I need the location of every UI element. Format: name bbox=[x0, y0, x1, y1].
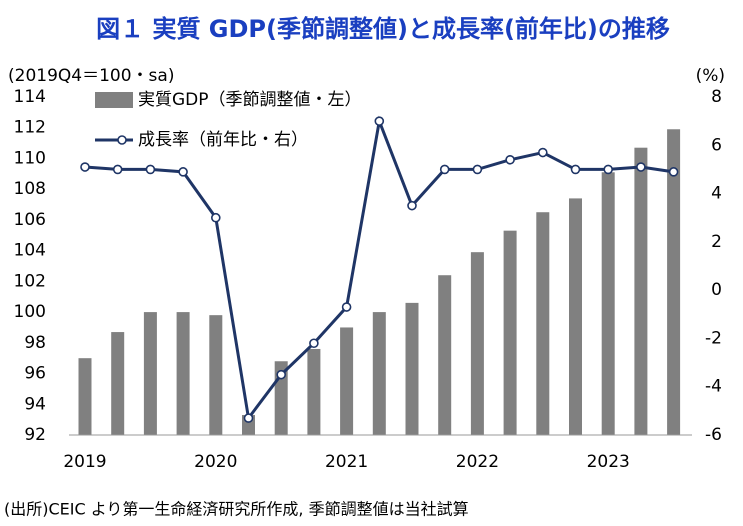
line-marker bbox=[341, 302, 352, 312]
line-marker bbox=[537, 147, 548, 158]
legend-label: 成長率（前年比・右） bbox=[138, 130, 308, 150]
legend-swatch bbox=[95, 92, 133, 108]
x-tick-label: 2023 bbox=[587, 452, 630, 472]
y2-tick-label: 2 bbox=[711, 232, 722, 252]
line-marker bbox=[472, 164, 483, 175]
bar bbox=[307, 348, 321, 435]
bar bbox=[438, 275, 452, 435]
y-tick-label: 98 bbox=[24, 333, 46, 353]
y-tick-label: 102 bbox=[14, 271, 46, 291]
line-marker bbox=[211, 212, 221, 223]
line-marker bbox=[636, 162, 646, 172]
line-marker bbox=[439, 164, 450, 175]
x-tick-label: 2021 bbox=[325, 452, 368, 472]
legend-marker bbox=[117, 135, 127, 145]
y2-tick-label: -6 bbox=[705, 425, 722, 445]
line-marker bbox=[243, 413, 254, 423]
bar bbox=[372, 312, 386, 435]
legend-label: 実質GDP（季節調整値・左） bbox=[138, 90, 362, 110]
line-marker bbox=[309, 338, 319, 349]
line-marker bbox=[145, 164, 156, 175]
line-marker bbox=[178, 167, 188, 177]
bar bbox=[209, 315, 223, 435]
y2-tick-label: -2 bbox=[705, 328, 722, 348]
y-tick-label: 108 bbox=[14, 179, 46, 199]
bar bbox=[634, 147, 648, 435]
line-marker bbox=[112, 164, 123, 175]
line-marker bbox=[80, 162, 90, 172]
y2-tick-label: -4 bbox=[705, 377, 722, 397]
line-marker bbox=[505, 154, 515, 165]
y2-tick-label: 0 bbox=[711, 280, 722, 300]
line-marker bbox=[276, 369, 287, 380]
line-marker bbox=[603, 164, 614, 175]
x-tick-label: 2022 bbox=[456, 452, 499, 472]
line-marker bbox=[570, 164, 581, 175]
bar bbox=[569, 198, 582, 435]
y2-tick-label: 6 bbox=[711, 135, 722, 155]
bar bbox=[667, 129, 681, 435]
bar bbox=[601, 172, 615, 436]
y-tick-label: 114 bbox=[14, 87, 46, 107]
bar bbox=[143, 312, 157, 435]
x-tick-label: 2019 bbox=[63, 452, 106, 472]
y-tick-label: 112 bbox=[14, 118, 46, 138]
y-tick-label: 100 bbox=[14, 302, 46, 322]
y2-tick-label: 8 bbox=[711, 87, 722, 107]
y-tick-label: 94 bbox=[24, 394, 46, 414]
y-tick-label: 92 bbox=[24, 425, 46, 445]
y2-axis-label: (%) bbox=[696, 66, 725, 86]
bar bbox=[536, 212, 550, 435]
bar bbox=[111, 332, 125, 435]
bar bbox=[470, 252, 484, 435]
x-tick-label: 2020 bbox=[194, 452, 237, 472]
bar bbox=[405, 302, 419, 435]
y-tick-label: 104 bbox=[14, 241, 46, 261]
y-axis-label: (2019Q4＝100・sa) bbox=[8, 66, 174, 86]
y2-tick-label: 4 bbox=[711, 184, 722, 204]
note: (出所)CEIC より第一生命経済研究所作成, 季節調整値は当社試算 bbox=[4, 500, 469, 519]
chart-title: 図１ 実質 GDP(季節調整値)と成長率(前年比)の推移 bbox=[96, 15, 670, 43]
y-tick-label: 96 bbox=[24, 364, 46, 384]
y-tick-label: 110 bbox=[14, 148, 46, 168]
bar bbox=[503, 230, 517, 435]
bar bbox=[78, 358, 92, 435]
line-marker bbox=[407, 200, 417, 211]
y-tick-label: 106 bbox=[14, 210, 46, 230]
line-marker bbox=[374, 116, 385, 126]
line-marker bbox=[668, 167, 679, 177]
bar bbox=[340, 327, 354, 435]
bar bbox=[176, 312, 190, 435]
